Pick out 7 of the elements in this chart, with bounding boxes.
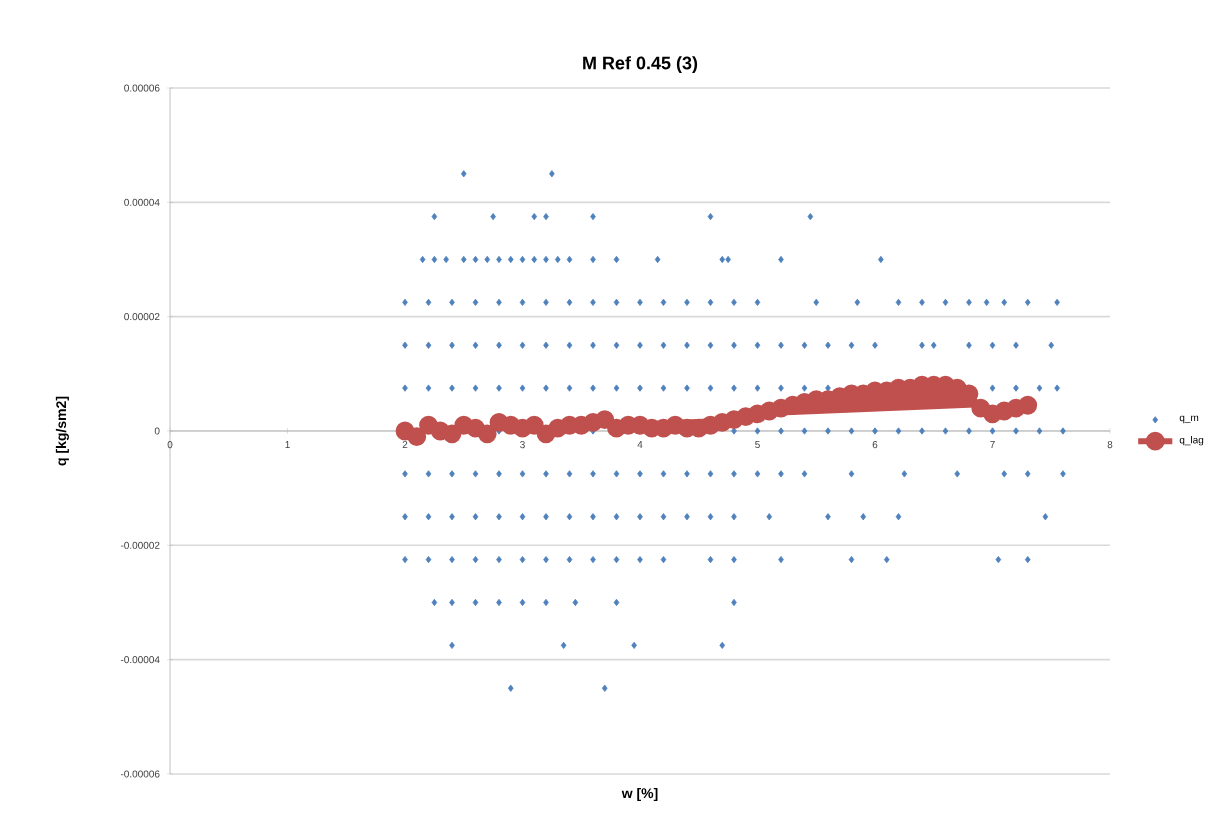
point <box>524 415 544 435</box>
point <box>1018 395 1038 415</box>
point <box>595 410 615 429</box>
point <box>477 424 497 444</box>
chart-title: M Ref 0.45 (3) <box>583 56 698 73</box>
point <box>442 424 462 444</box>
point <box>407 427 427 447</box>
